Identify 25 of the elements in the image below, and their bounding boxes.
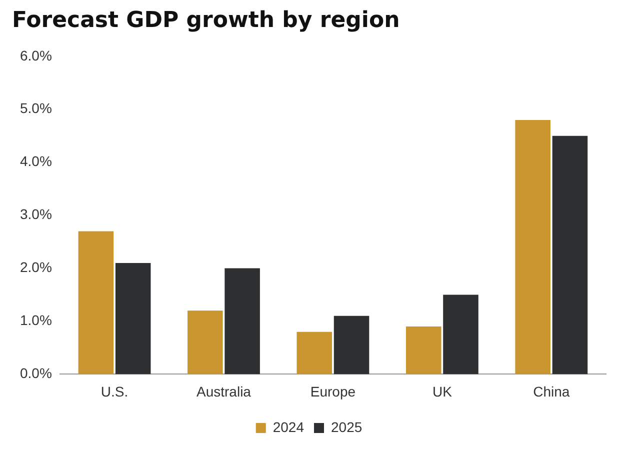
bar [515, 120, 550, 374]
y-tick-label: 6.0% [20, 47, 52, 64]
x-tick-label: Europe [310, 383, 356, 400]
legend-label: 2024 [272, 418, 304, 435]
y-tick-label: 5.0% [20, 100, 52, 116]
x-tick-label: China [533, 383, 570, 400]
bar [224, 268, 260, 374]
x-tick-label: UK [432, 383, 453, 400]
x-tick-label: Australia [196, 383, 252, 400]
bar [78, 231, 114, 374]
y-tick-label: 1.0% [20, 312, 52, 328]
bar [406, 326, 442, 374]
y-tick-label: 0.0% [20, 365, 52, 382]
chart-title: Forecast GDP growth by region [12, 8, 400, 33]
x-tick-label: U.S. [100, 383, 128, 400]
bar [115, 262, 151, 374]
bar [334, 316, 370, 374]
bar [296, 332, 332, 374]
y-tick-label: 4.0% [20, 153, 52, 170]
y-tick-label: 2.0% [20, 259, 52, 276]
bar [188, 310, 223, 374]
bar [443, 294, 478, 374]
bar [552, 136, 588, 374]
legend-label: 2025 [331, 418, 362, 435]
y-tick-label: 3.0% [20, 206, 52, 222]
